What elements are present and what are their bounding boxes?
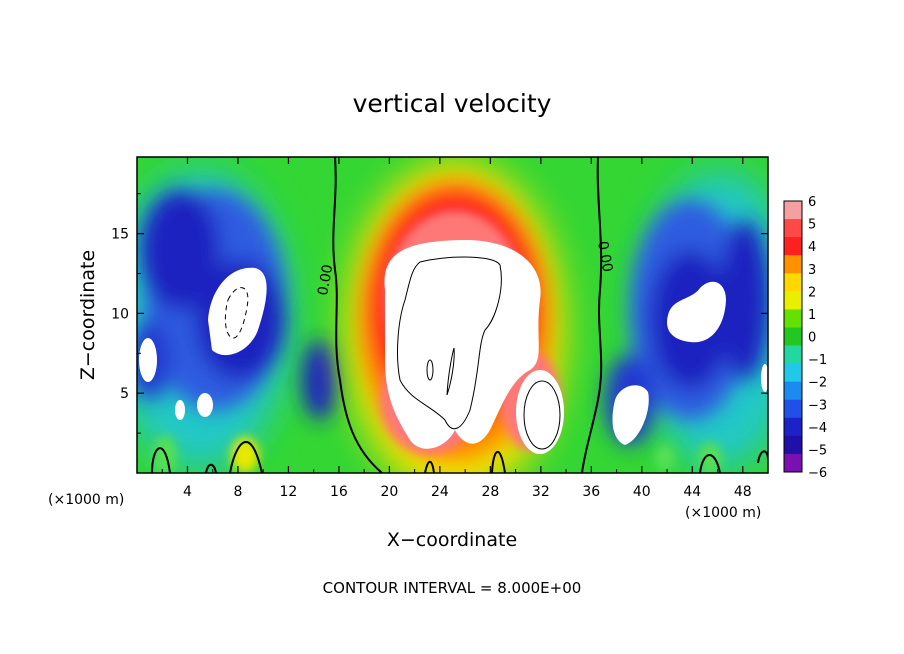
x-tick-label: 20	[380, 484, 398, 500]
heatmap-field: 0.00 0.00	[137, 157, 768, 473]
colorbar-tick-label: 3	[808, 263, 816, 278]
y-axis-label: Z−coordinate	[77, 250, 99, 380]
colorbar-tick-label: 0	[808, 331, 816, 346]
x-tick-label: 8	[233, 484, 242, 500]
colorbar-band	[784, 201, 802, 220]
colorbar-tick-label: −6	[808, 466, 827, 481]
contour-label-left: 0.00	[315, 263, 336, 296]
colorbar-tick-label: 5	[808, 218, 816, 233]
colorbar-tick-label: −4	[808, 421, 827, 436]
contour-label-right: 0.00	[594, 240, 615, 273]
colorbar-band	[784, 345, 802, 365]
y-tick-label: 10	[111, 306, 129, 322]
colorbar-tick-label: −5	[808, 443, 827, 458]
x-tick-label: 32	[532, 484, 550, 500]
y-tick-label: 15	[111, 227, 129, 243]
contour-interval-note: CONTOUR INTERVAL = 8.000E+00	[323, 579, 582, 597]
colorbar-band	[784, 363, 802, 383]
colorbar-band	[784, 273, 802, 292]
x-tick-label: 36	[582, 484, 600, 500]
x-tick-label: 16	[330, 484, 348, 500]
colorbar-tick-label: 2	[808, 285, 816, 300]
x-tick-label: 24	[431, 484, 449, 500]
colorbar-band	[784, 219, 802, 238]
colorbar-tick-label: 6	[808, 195, 816, 210]
colorbar-band	[784, 327, 802, 347]
chart-title: vertical velocity	[353, 89, 552, 118]
colorbar-band	[784, 381, 802, 401]
y-axis-ticks: 5 10 15	[111, 193, 768, 434]
x-axis-ticks: 4 8 12 16 20 24 28 32 36 40 44 48	[161, 157, 752, 500]
colorbar-band	[784, 435, 802, 455]
colorbar-tick-label: −2	[808, 376, 827, 391]
x-tick-label: 4	[183, 484, 192, 500]
colorbar-band	[784, 399, 802, 419]
colorbar-tick-label: −3	[808, 398, 827, 413]
plot-frame	[136, 156, 769, 474]
colorbar-band	[784, 255, 802, 274]
y-tick-label: 5	[120, 386, 129, 402]
x-tick-label: 12	[280, 484, 298, 500]
colorbar-tick-label: 4	[808, 240, 816, 255]
x-tick-label: 48	[734, 484, 752, 500]
colorbar-band	[784, 237, 802, 256]
colorbar-band	[784, 453, 802, 473]
colorbar-band	[784, 309, 802, 328]
colorbar-band	[784, 417, 802, 437]
x-tick-label: 40	[633, 484, 651, 500]
x-axis-unit: (×1000 m)	[685, 505, 761, 521]
x-tick-label: 28	[481, 484, 499, 500]
x-axis-label: X−coordinate	[387, 529, 517, 551]
colorbar-tick-label: −1	[808, 353, 827, 368]
y-axis-unit: (×1000 m)	[48, 492, 124, 508]
colorbar-tick-label: 1	[808, 308, 816, 323]
colorbar-band	[784, 291, 802, 310]
colorbar-frame	[783, 200, 803, 473]
colorbar: 6 5 4 3 2 1 0 −1 −2 −3 −4 −5 −6	[783, 195, 827, 481]
x-tick-label: 44	[683, 484, 701, 500]
